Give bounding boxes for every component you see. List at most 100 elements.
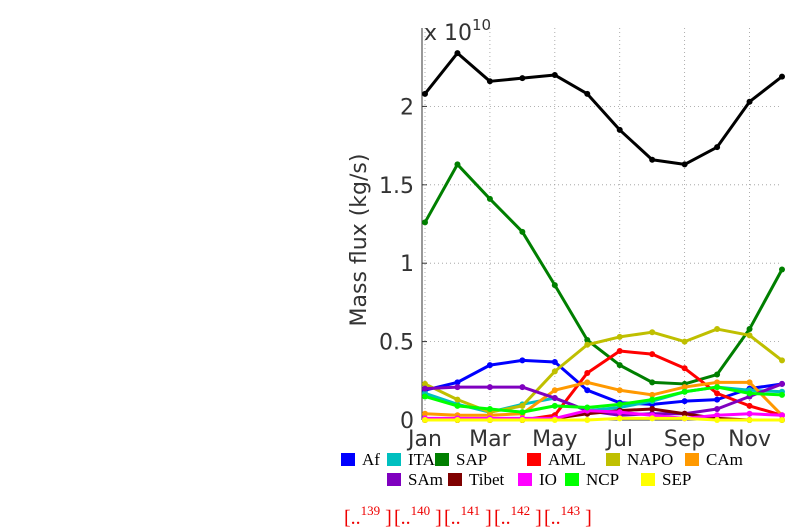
point bbox=[454, 417, 461, 423]
point bbox=[714, 417, 721, 423]
y-axis-label: Mass flux (kg/s) bbox=[347, 154, 372, 327]
point bbox=[519, 228, 526, 235]
point bbox=[681, 161, 688, 168]
legend-swatch bbox=[518, 473, 532, 486]
y-multiplier: x 1010 bbox=[424, 16, 491, 46]
point bbox=[454, 379, 461, 386]
legend-swatch bbox=[448, 473, 462, 486]
x-tick-label: Sep bbox=[664, 427, 705, 452]
series-line bbox=[425, 409, 783, 420]
point bbox=[422, 90, 428, 97]
point bbox=[551, 402, 558, 409]
ref-suffix: ] bbox=[380, 507, 392, 529]
legend-label: SEP bbox=[662, 470, 691, 489]
legend-swatch bbox=[387, 473, 401, 486]
reference: [..139 ] bbox=[344, 503, 392, 529]
point bbox=[584, 404, 591, 411]
legend-swatch bbox=[565, 473, 579, 486]
point bbox=[779, 417, 785, 423]
ref-number: 140 bbox=[411, 503, 431, 518]
point bbox=[422, 385, 428, 392]
series-line bbox=[425, 416, 782, 422]
ref-prefix: [.. bbox=[344, 507, 361, 529]
ref-number: 143 bbox=[561, 503, 581, 518]
x-tick-label: Jan bbox=[406, 427, 442, 452]
point bbox=[714, 396, 721, 403]
y-tick-label: 0.5 bbox=[379, 331, 414, 356]
point bbox=[779, 380, 785, 387]
point bbox=[519, 417, 526, 423]
legend-label: Af bbox=[362, 450, 380, 469]
ref-suffix: ] bbox=[480, 507, 492, 529]
series-line bbox=[424, 385, 783, 414]
point bbox=[714, 412, 721, 419]
legend-label: SAm bbox=[408, 470, 443, 489]
point bbox=[681, 384, 688, 391]
reference: [..142 ] bbox=[494, 503, 542, 529]
point bbox=[616, 415, 623, 422]
legend-swatch bbox=[387, 453, 401, 466]
point bbox=[714, 384, 721, 391]
point bbox=[681, 388, 688, 395]
y-tick-label: 1 bbox=[400, 252, 414, 277]
point bbox=[681, 398, 688, 405]
point bbox=[616, 348, 623, 355]
legend-swatch bbox=[641, 473, 655, 486]
point bbox=[551, 417, 558, 423]
point bbox=[746, 410, 753, 417]
legend-label: ITA bbox=[408, 450, 436, 469]
point bbox=[519, 384, 526, 391]
point bbox=[649, 415, 656, 422]
point bbox=[551, 282, 558, 289]
ref-prefix: [.. bbox=[494, 507, 511, 529]
series-line bbox=[423, 51, 783, 166]
point bbox=[551, 72, 558, 79]
series-line bbox=[424, 358, 783, 406]
point bbox=[486, 384, 493, 391]
point bbox=[454, 402, 461, 409]
reference: [..141 ] bbox=[444, 503, 492, 529]
ref-prefix: [.. bbox=[444, 507, 461, 529]
x-tick-label: May bbox=[532, 427, 577, 452]
point bbox=[779, 412, 785, 419]
point bbox=[649, 156, 656, 163]
point bbox=[649, 391, 656, 398]
point bbox=[616, 362, 623, 369]
point bbox=[714, 379, 721, 386]
point bbox=[519, 357, 526, 364]
point bbox=[486, 78, 493, 85]
legend-label: IO bbox=[539, 470, 557, 489]
legend-swatch bbox=[435, 453, 449, 466]
x-tick-label: Jul bbox=[604, 427, 633, 452]
series-line bbox=[424, 380, 784, 417]
point bbox=[519, 402, 526, 409]
point bbox=[616, 333, 623, 340]
legend-label: SAP bbox=[456, 450, 487, 469]
point bbox=[486, 406, 493, 413]
legend-swatch bbox=[341, 453, 355, 466]
point bbox=[746, 390, 753, 397]
ref-number: 139 bbox=[361, 503, 381, 518]
point bbox=[486, 417, 493, 423]
x-tick-label: Nov bbox=[728, 427, 771, 452]
point bbox=[746, 417, 753, 423]
point bbox=[616, 126, 623, 133]
point bbox=[746, 402, 753, 409]
point bbox=[551, 358, 558, 365]
point bbox=[779, 266, 785, 273]
point bbox=[454, 50, 461, 57]
point bbox=[486, 195, 493, 202]
legend-swatch bbox=[685, 453, 699, 466]
series-line bbox=[424, 327, 783, 414]
reference: [..143 ] bbox=[544, 503, 592, 529]
point bbox=[519, 409, 526, 416]
ref-prefix: [.. bbox=[544, 507, 561, 529]
point bbox=[551, 395, 558, 402]
point bbox=[746, 98, 753, 105]
ref-suffix: ] bbox=[530, 507, 542, 529]
point bbox=[422, 410, 428, 417]
point bbox=[584, 379, 591, 386]
point bbox=[422, 380, 428, 387]
point bbox=[454, 161, 461, 168]
